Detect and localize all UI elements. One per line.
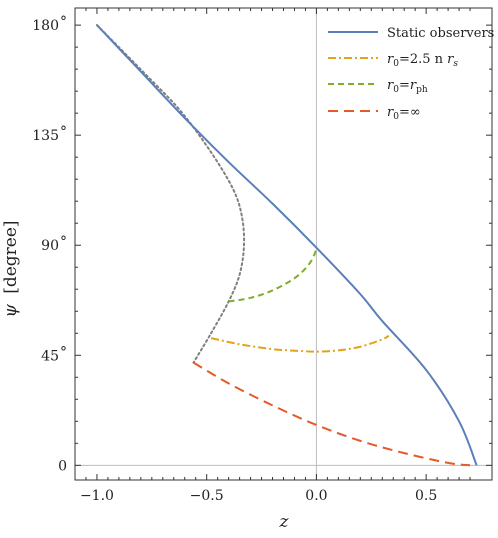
x-tick-label: −0.5	[190, 488, 224, 504]
x-axis-title: z	[279, 512, 290, 532]
y-tick-label: 135	[32, 128, 59, 144]
legend: Static observers r0=2.5 n rs r0=rph r0=∞	[328, 26, 494, 122]
series-line-dotted-curve	[95, 24, 246, 364]
y-tick-label: 90	[41, 238, 59, 254]
y-axis-title: ψ [degree]	[1, 220, 21, 317]
legend-label-static: Static observers	[387, 26, 494, 41]
series-line-static-observers	[96, 24, 478, 466]
y-tick-label: 0	[58, 458, 67, 474]
plot-frame	[74, 7, 493, 481]
series-line-r0-rph	[228, 247, 318, 303]
y-tick-degree-symbol: °	[60, 344, 67, 360]
grid-layer	[75, 8, 492, 480]
y-tick-label: 180	[32, 18, 59, 34]
series-line-r0-	[193, 361, 471, 467]
axes-layer	[74, 7, 493, 481]
series-layer	[95, 24, 478, 467]
legend-label-rph: r0=rph	[387, 78, 428, 95]
legend-label-rinf: r0=∞	[387, 105, 421, 122]
series-line-r0-2-5-n-rs	[210, 334, 390, 353]
x-tick-label: 0.5	[415, 488, 437, 504]
y-tick-degree-symbol: °	[60, 234, 67, 250]
x-tick-label: 0.0	[305, 488, 327, 504]
svg-text:ψ [degree]: ψ [degree]	[1, 220, 21, 317]
y-axis-symbol: ψ	[1, 304, 21, 318]
y-tick-degree-symbol: °	[60, 124, 67, 140]
y-tick-label: 45	[41, 348, 59, 364]
y-tick-degree-symbol: °	[60, 14, 67, 30]
y-axis-unit: [degree]	[1, 220, 21, 293]
legend-label-r25: r0=2.5 n rs	[387, 52, 458, 69]
x-tick-label: −1.0	[80, 488, 114, 504]
